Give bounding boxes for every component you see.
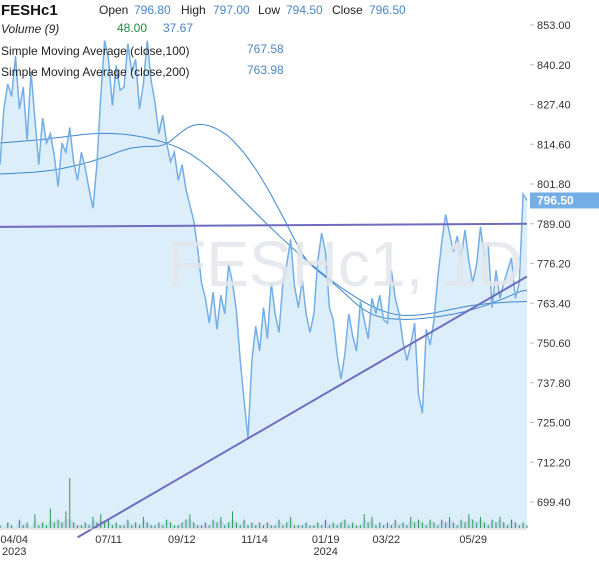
y-tick-label: 853.00	[537, 20, 571, 32]
x-tick-label: 04/04	[0, 534, 28, 546]
x-tick-label: 11/14	[241, 534, 268, 546]
low-value: 794.50	[286, 3, 323, 17]
y-tick-label: 750.60	[537, 338, 571, 350]
last-price-badge	[530, 192, 599, 209]
open-value: 796.80	[134, 3, 171, 17]
volume-label: Volume (9)	[1, 22, 59, 36]
sma100-line	[0, 123, 528, 320]
y-tick-label: 827.40	[537, 100, 571, 112]
x-tick-label: 03/22	[373, 534, 401, 546]
y-tick-label: 699.40	[537, 497, 571, 509]
x-tick-label: 05/29	[459, 534, 487, 546]
chart-header: FESHc1 Open 796.80 High 797.00 Low 794.5…	[1, 2, 406, 79]
high-value: 797.00	[213, 3, 250, 17]
symbol-title: FESHc1	[1, 2, 58, 19]
x-tick-year: 2024	[313, 546, 337, 557]
low-label: Low	[258, 3, 280, 17]
horizontal-trendline	[0, 222, 528, 228]
sma200-label: Simple Moving Average (close,200)	[1, 65, 190, 79]
high-label: High	[181, 3, 206, 17]
price-area-fill	[0, 40, 527, 528]
sma100-label: Simple Moving Average (close,100)	[1, 44, 190, 58]
close-label: Close	[332, 3, 363, 17]
y-tick-label: 814.60	[537, 139, 571, 151]
y-tick-label: 737.80	[537, 378, 571, 390]
last-price-label: 796.50	[537, 193, 574, 207]
price-line	[0, 40, 528, 439]
y-tick-label: 776.20	[537, 259, 571, 271]
x-tick-label: 09/12	[168, 534, 196, 546]
y-tick-label: 763.40	[537, 298, 571, 310]
axis-layer: 853.00 840.20 827.40 814.60 801.80 789.00 776.…	[0, 20, 599, 558]
y-tick-label: 801.80	[537, 179, 571, 191]
sma100-value: 767.58	[247, 42, 284, 56]
plot-layer	[0, 40, 528, 539]
sma200-value: 763.98	[247, 63, 284, 77]
rising-trendline	[76, 275, 528, 539]
y-tick-label: 712.20	[537, 457, 571, 469]
watermark-layer: FESHc1, 1D	[167, 228, 523, 300]
close-value: 796.50	[369, 3, 406, 17]
sma200-line	[0, 132, 528, 316]
y-tick-label: 840.20	[537, 60, 571, 72]
volume-value-1: 48.00	[117, 21, 147, 35]
x-tick-label: 07/11	[95, 534, 122, 546]
x-tick-label: 01/19	[312, 534, 340, 546]
y-tick-label: 789.00	[537, 219, 571, 231]
chart-watermark: FESHc1, 1D	[167, 228, 523, 300]
open-label: Open	[99, 3, 128, 17]
x-tick-year: 2023	[2, 546, 26, 557]
y-tick-label: 725.00	[537, 418, 571, 430]
volume-value-2: 37.67	[163, 21, 193, 35]
